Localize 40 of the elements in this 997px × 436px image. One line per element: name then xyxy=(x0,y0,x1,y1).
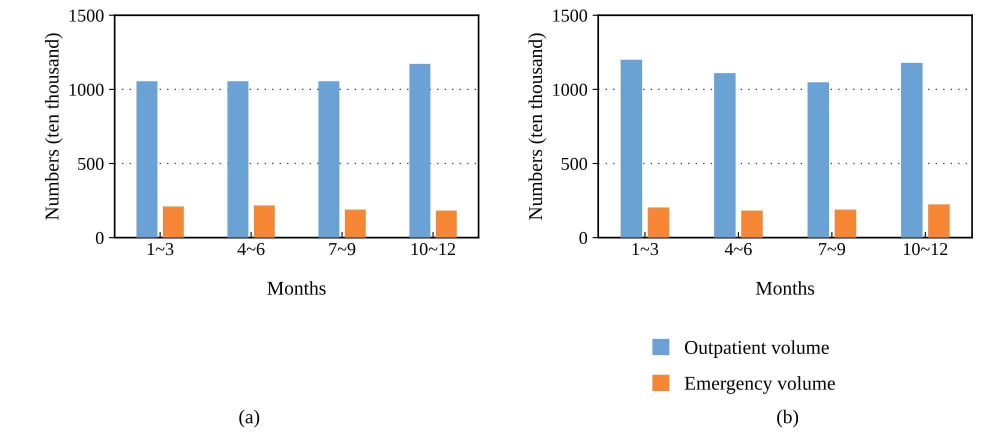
x-tick-label: 10~12 xyxy=(904,243,948,256)
bar xyxy=(344,210,366,238)
bar xyxy=(254,205,275,238)
y-tick-label: 0 xyxy=(579,232,588,244)
y-tick-label: 1000 xyxy=(70,84,104,96)
text: (b) xyxy=(777,410,798,428)
legend-label: Outpatient volume xyxy=(685,340,829,358)
bar xyxy=(928,204,950,238)
bar xyxy=(436,210,457,238)
x-tick-label: 7~9 xyxy=(819,243,846,256)
x-tick-label: 4~6 xyxy=(238,243,264,256)
y-tick-label: 500 xyxy=(562,158,588,170)
bar xyxy=(318,81,340,238)
bar xyxy=(741,210,763,238)
bar xyxy=(620,60,642,238)
y-axis-title: Numbers (ten thousand) xyxy=(44,33,63,220)
x-tick-label: 10~12 xyxy=(412,243,456,256)
x-tick-label: 1~3 xyxy=(148,243,174,256)
bar xyxy=(648,208,670,238)
y-tick-label: 500 xyxy=(78,158,104,170)
text: (a) xyxy=(239,410,260,428)
bar xyxy=(714,73,736,238)
y-axis-title: Numbers (ten thousand) xyxy=(528,33,546,220)
bar xyxy=(834,210,856,238)
bar xyxy=(409,64,430,238)
y-tick-label: 1500 xyxy=(553,10,588,22)
bar xyxy=(136,81,158,238)
bar xyxy=(901,62,923,238)
x-axis-title: Months xyxy=(267,281,326,295)
bar xyxy=(808,82,830,238)
bar xyxy=(227,81,248,238)
bar xyxy=(162,206,184,238)
x-tick-label: 1~3 xyxy=(632,243,658,256)
legend-label: Emergency volume xyxy=(684,376,835,394)
y-tick-label: 0 xyxy=(96,232,104,244)
x-axis-title: Months xyxy=(756,281,814,295)
x-tick-label: 7~9 xyxy=(329,243,356,256)
y-tick-label: 1000 xyxy=(553,84,588,96)
y-tick-label: 1500 xyxy=(70,10,104,22)
x-tick-label: 4~6 xyxy=(724,243,752,256)
